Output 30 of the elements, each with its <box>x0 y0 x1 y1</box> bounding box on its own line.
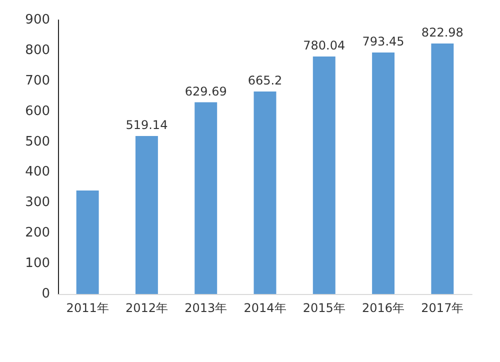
bar <box>372 52 395 294</box>
x-tick-label: 2014年 <box>244 301 286 315</box>
data-label: 629.69 <box>184 84 227 98</box>
x-tick-label: 2016年 <box>362 301 405 315</box>
bar <box>254 91 276 294</box>
data-label: 519.14 <box>126 118 168 132</box>
y-tick-label: 900 <box>25 12 50 28</box>
x-tick-label: 2013年 <box>184 301 228 315</box>
bar <box>76 190 99 294</box>
y-tick-label: 100 <box>25 256 50 272</box>
x-tick-label: 2012年 <box>125 301 168 315</box>
bar <box>312 56 336 294</box>
data-label: 793.45 <box>362 34 404 48</box>
x-tick-label: 2015年 <box>302 301 346 315</box>
y-tick-label: 500 <box>25 134 50 150</box>
data-label: 665.2 <box>248 73 282 88</box>
bar <box>135 136 158 294</box>
bar <box>431 43 454 294</box>
data-label: 822.98 <box>421 25 464 40</box>
y-tick-label: 0 <box>42 286 50 302</box>
y-tick-label: 700 <box>25 73 50 88</box>
data-label: 780.04 <box>303 38 346 53</box>
y-tick-label: 400 <box>25 164 50 180</box>
x-tick-label: 2011年 <box>66 301 109 315</box>
x-tick-label: 2017年 <box>421 301 464 315</box>
y-tick-label: 300 <box>25 195 50 210</box>
y-tick-label: 200 <box>25 226 50 241</box>
y-tick-label: 800 <box>25 42 50 58</box>
bar <box>194 102 218 294</box>
y-tick-label: 600 <box>25 104 50 119</box>
